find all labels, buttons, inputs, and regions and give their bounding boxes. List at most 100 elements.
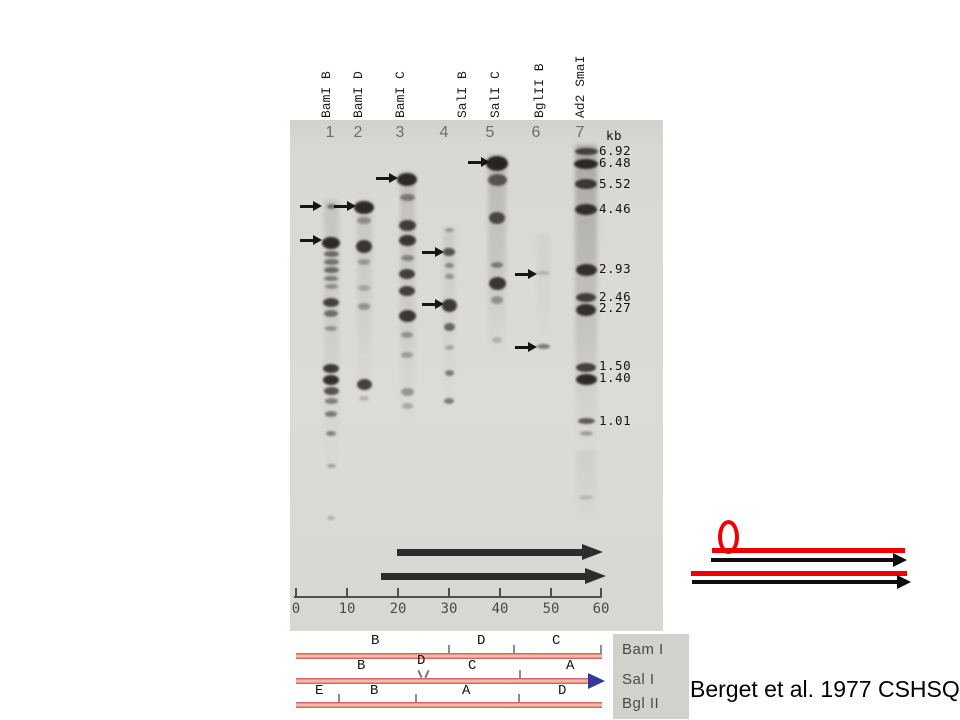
- map-fragment-letter: B: [370, 683, 379, 699]
- enzyme-name-label: Bam I: [622, 641, 664, 658]
- lane-number: 3: [395, 124, 405, 141]
- gel-band: [579, 494, 593, 500]
- ruler-tick: [397, 588, 399, 596]
- map-small-fragment-mark: [424, 670, 430, 678]
- ruler-tick-label: 30: [440, 601, 458, 617]
- gel-band: [356, 378, 372, 390]
- lane-label: BamI D: [351, 71, 366, 118]
- map-fragment-letter: B: [371, 633, 380, 649]
- gel-band: [324, 309, 338, 317]
- map-fragment-letter: C: [468, 658, 477, 674]
- band-arrow-head: [389, 172, 398, 183]
- gel-band: [488, 276, 506, 290]
- band-arrow-shaft: [468, 160, 483, 164]
- map-cut-site-tick: [513, 645, 515, 653]
- gel-band: [354, 200, 374, 214]
- gel-band: [326, 430, 336, 436]
- ruler-tick: [600, 588, 602, 596]
- gel-band: [325, 411, 337, 417]
- gel-band: [326, 464, 336, 468]
- lane-label: BamI B: [319, 71, 334, 118]
- intron-loop: [717, 520, 739, 554]
- size-marker-label: 1.40: [599, 370, 632, 385]
- gel-band: [577, 418, 595, 424]
- gel-band: [322, 237, 340, 249]
- map-fragment-letter: B: [357, 658, 366, 674]
- gel-band: [356, 239, 372, 253]
- map-dna-bar: [296, 653, 602, 659]
- gel-band: [401, 403, 413, 409]
- ruler-tick: [295, 588, 297, 596]
- gel-band: [443, 323, 455, 331]
- transcript-arrow-head: [582, 543, 603, 560]
- gel-band: [486, 155, 508, 171]
- lane-label: BamI C: [393, 71, 408, 118]
- gel-band: [536, 343, 550, 349]
- gel-band: [324, 283, 338, 289]
- transcript-arrow-shaft: [381, 572, 586, 580]
- gel-band: [574, 159, 598, 169]
- gel-band: [398, 310, 416, 322]
- gel-band: [492, 337, 502, 343]
- band-arrow-shaft: [300, 204, 315, 208]
- transcript-arrow-shaft: [397, 548, 583, 556]
- size-marker-label: 6.48: [599, 155, 632, 170]
- gel-band: [323, 387, 339, 395]
- band-arrow-head: [528, 341, 537, 352]
- band-arrow-head: [435, 246, 444, 257]
- gel-band: [576, 292, 596, 302]
- lane-smear: [488, 155, 506, 358]
- ruler-tick-label: 40: [491, 601, 509, 617]
- gel-band: [359, 395, 369, 401]
- band-arrow-head: [435, 298, 444, 309]
- map-fragment-letter: C: [552, 633, 561, 649]
- kb-unit-label: kb: [606, 128, 623, 143]
- gel-band: [444, 228, 454, 232]
- map-fragment-letter: D: [417, 653, 426, 669]
- ruler-tick: [448, 588, 450, 596]
- gel-band: [400, 388, 414, 396]
- gel-band: [327, 516, 335, 520]
- map-fragment-letter: A: [462, 683, 471, 699]
- enzyme-name-label: Sal I: [622, 671, 655, 688]
- gel-band: [575, 203, 597, 215]
- band-arrow-head: [481, 156, 490, 167]
- gel-band: [576, 362, 596, 372]
- band-arrow-shaft: [422, 250, 437, 254]
- map-fragment-letter: D: [558, 683, 567, 699]
- gel-band: [576, 304, 596, 316]
- gel-band: [444, 398, 454, 404]
- map-small-fragment-mark: [417, 670, 423, 678]
- gel-band: [323, 267, 339, 273]
- map-dna-bar: [296, 678, 588, 684]
- size-marker-label: 5.52: [599, 176, 632, 191]
- gel-band: [443, 248, 455, 256]
- lane-number: 6: [531, 124, 541, 141]
- dna-black-arrow-shaft: [692, 580, 898, 584]
- gel-band: [323, 259, 339, 265]
- band-arrow-head: [313, 200, 322, 211]
- map-dna-bar: [296, 702, 602, 708]
- dna-black-arrow-head: [893, 553, 907, 567]
- gel-band: [323, 363, 339, 373]
- size-marker-label: 6.92: [599, 143, 632, 158]
- gel-band: [398, 219, 416, 231]
- gel-band: [491, 262, 503, 268]
- lane-number: 7: [575, 124, 585, 141]
- gel-band: [326, 203, 336, 209]
- gel-band: [441, 298, 457, 312]
- gel-band: [325, 325, 337, 331]
- size-marker-label: 2.27: [599, 300, 632, 315]
- size-marker-label: 2.46: [599, 289, 632, 304]
- ruler-tick-label: 0: [291, 601, 301, 617]
- rna-red-line: [712, 548, 905, 553]
- ruler-tick-label: 10: [338, 601, 356, 617]
- lane-label: BglII B: [532, 63, 547, 118]
- ruler-tick: [499, 588, 501, 596]
- gel-band: [575, 264, 597, 276]
- ruler-axis-line: [294, 596, 602, 598]
- dna-black-arrow-head: [897, 575, 911, 589]
- lane-smear: [576, 450, 596, 520]
- gel-band: [489, 212, 505, 224]
